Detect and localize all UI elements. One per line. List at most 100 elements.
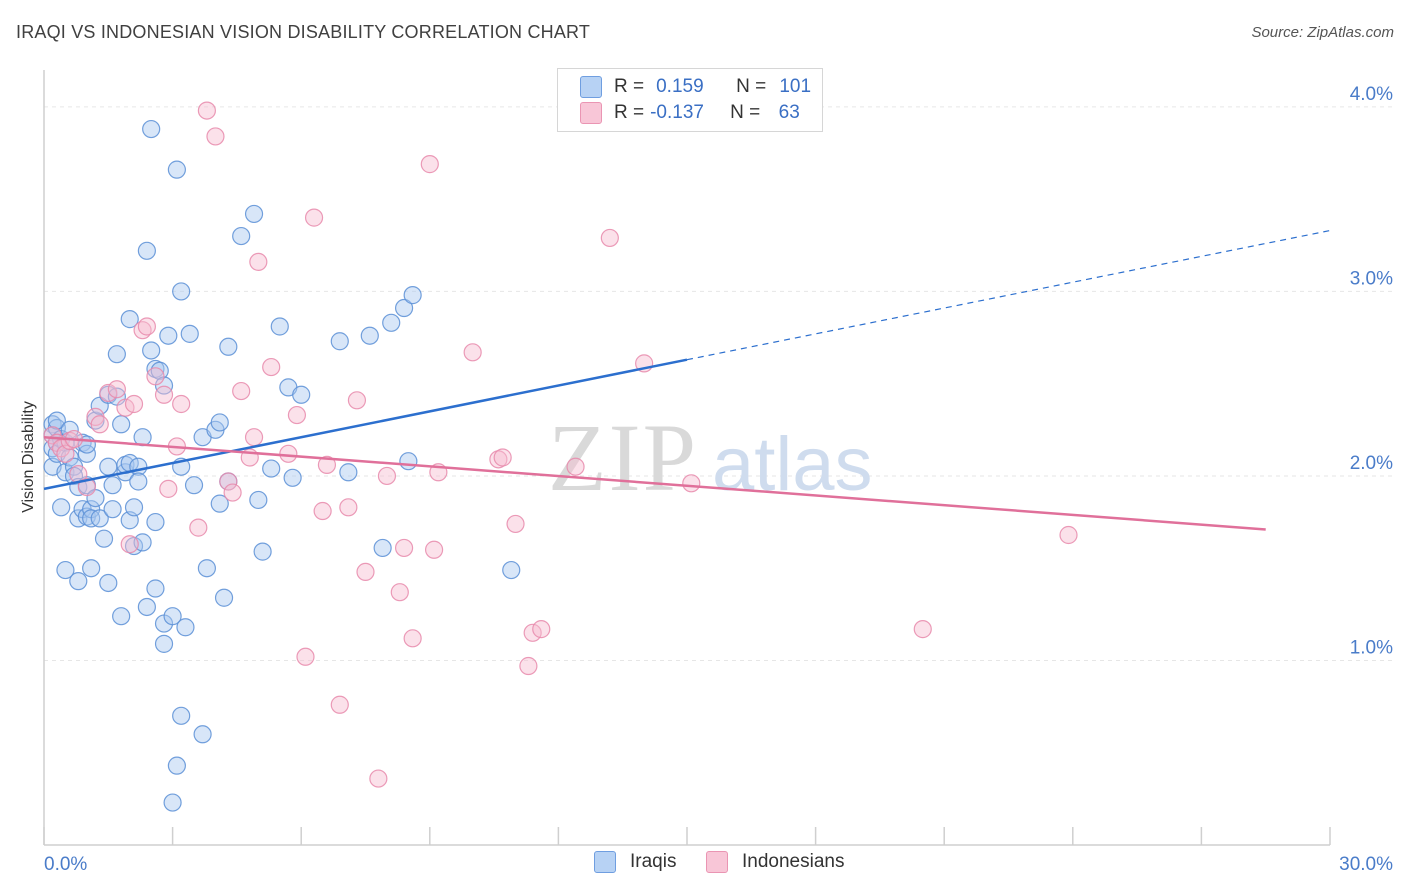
indonesian-legend-swatch — [706, 851, 728, 873]
indonesian-swatch — [580, 102, 602, 124]
legend-label-indonesians: Indonesians — [742, 851, 845, 872]
indonesian-point — [146, 367, 165, 386]
indonesian-point — [377, 466, 397, 486]
iraqi-point — [330, 332, 349, 351]
iraqi-point — [90, 509, 109, 528]
y-tick-label: 4.0% — [1350, 84, 1393, 105]
iraqi-point — [154, 634, 174, 653]
n-value-iraqis: 101 — [779, 76, 812, 97]
iraqi-point — [339, 463, 358, 482]
r-label: R = — [614, 76, 645, 97]
y-axis-label: Vision Disability — [20, 401, 37, 513]
r-value-iraqis: 0.159 — [656, 76, 704, 97]
indonesian-point — [159, 479, 178, 498]
indonesian-point — [279, 444, 298, 463]
iraqi-point — [52, 498, 71, 517]
indonesian-point — [403, 629, 422, 648]
iraqi-point — [232, 226, 251, 246]
iraqi-point — [56, 560, 75, 580]
indonesian-point — [369, 769, 388, 788]
iraqi-point — [394, 298, 414, 318]
indonesian-point — [463, 343, 482, 362]
r-label: R = — [614, 102, 645, 123]
iraqi-point — [99, 457, 118, 476]
indonesian-point — [682, 474, 701, 493]
n-label: N = — [736, 76, 767, 97]
indonesian-point — [107, 380, 126, 399]
iraqi-point — [219, 337, 238, 356]
iraqi-point — [103, 476, 122, 495]
indonesian-point — [223, 483, 242, 502]
series-legend: Iraqis Indonesians — [0, 851, 1406, 879]
iraqi-point — [137, 597, 156, 617]
iraqi-point — [107, 345, 126, 364]
x-tick-marks — [43, 827, 1331, 845]
indonesian-point — [120, 535, 139, 554]
iraqi-point — [94, 529, 114, 548]
iraqi-point — [244, 204, 264, 224]
indonesian-point — [424, 540, 444, 559]
legend-row-iraqis: R = 0.159 N = 101 — [580, 74, 820, 100]
iraqi-point — [283, 468, 302, 487]
indonesian-point — [137, 317, 156, 336]
r-value-indonesians: -0.137 — [650, 102, 704, 123]
x-tick-label-max: 30.0% — [1339, 854, 1393, 875]
iraqi-points — [43, 119, 521, 812]
iraqi-point — [360, 326, 379, 345]
x-tick-label-min: 0.0% — [44, 854, 87, 875]
indonesian-point — [330, 695, 349, 714]
iraqi-point — [146, 512, 165, 532]
iraqi-point — [77, 444, 96, 463]
iraqi-point — [129, 472, 148, 491]
indonesian-point — [317, 455, 337, 474]
iraqi-point — [124, 498, 144, 517]
iraqi-point — [262, 459, 281, 478]
indonesian-point — [249, 252, 268, 272]
watermark: ZIP atlas — [548, 404, 873, 511]
iraqi-point — [146, 579, 165, 598]
indonesian-point — [304, 208, 324, 227]
indonesian-point — [262, 357, 281, 377]
legend-row-indonesians: R = -0.137 N = 63 — [580, 100, 814, 126]
indonesian-point — [356, 562, 375, 582]
indonesian-point — [197, 101, 216, 120]
indonesian-point — [394, 538, 414, 558]
iraqi-point — [142, 341, 161, 360]
indonesian-point — [566, 457, 585, 476]
indonesian-point — [347, 391, 367, 410]
y-tick-label: 2.0% — [1350, 453, 1393, 474]
iraqi-legend-swatch — [594, 851, 616, 873]
indonesian-point — [1059, 525, 1078, 545]
iraqi-point — [399, 452, 418, 471]
iraqi-point — [176, 618, 195, 637]
iraqi-point — [137, 241, 156, 260]
iraqi-point — [210, 413, 229, 432]
iraqi-point — [159, 326, 178, 345]
n-label: N = — [730, 102, 761, 123]
indonesian-point — [244, 428, 264, 447]
indonesian-point — [313, 501, 332, 521]
iraqi-point — [82, 559, 101, 578]
y-tick-label: 1.0% — [1350, 637, 1393, 658]
indonesian-point — [913, 620, 932, 639]
legend-label-iraqis: Iraqis — [630, 851, 677, 872]
legend-item-iraqis[interactable]: Iraqis — [594, 851, 676, 873]
indonesian-point — [493, 448, 512, 467]
iraqi-trend-line — [43, 358, 688, 491]
indonesian-point — [77, 477, 96, 497]
iraqi-point — [193, 725, 212, 744]
iraqi-point — [167, 160, 186, 179]
iraqi-point — [214, 588, 234, 607]
legend-item-indonesians[interactable]: Indonesians — [706, 851, 844, 873]
indonesian-points — [43, 101, 1078, 788]
indonesian-point — [90, 415, 109, 434]
iraqi-point — [180, 324, 199, 343]
indonesian-point — [154, 385, 174, 404]
iraqi-point — [163, 793, 182, 812]
iraqi-point — [253, 542, 272, 561]
indonesian-point — [519, 656, 538, 676]
watermark-zip: ZIP — [548, 404, 698, 511]
iraqi-point — [502, 560, 521, 580]
indonesian-point — [189, 518, 208, 537]
